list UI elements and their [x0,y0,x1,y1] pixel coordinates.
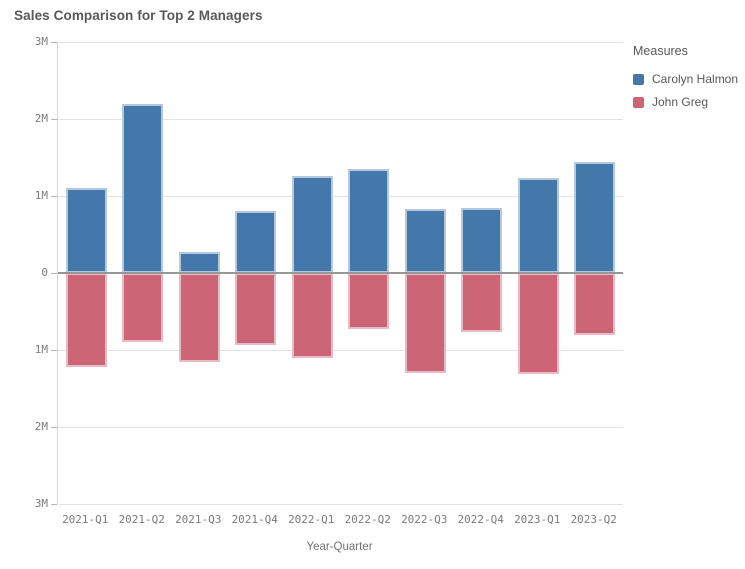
gridline [58,42,623,43]
bar-carolyn-halmon-2021-Q3[interactable] [178,252,220,273]
legend-swatch-icon [633,96,644,108]
gridline [58,427,623,428]
bar-carolyn-halmon-2022-Q4[interactable] [461,207,503,273]
y-axis-label: 2M [34,420,48,433]
bar-carolyn-halmon-2022-Q2[interactable] [348,169,390,273]
legend-swatch-icon [633,73,644,85]
legend-item-john-greg[interactable]: John Greg [633,95,743,109]
y-axis-label: 0 [41,266,48,279]
bar-john-greg-2021-Q3[interactable] [178,273,220,363]
x-axis-label[interactable]: 2021-Q4 [231,513,278,526]
x-axis-label[interactable]: 2021-Q1 [62,513,109,526]
legend-items: Carolyn Halmon John Greg [633,72,743,109]
x-axis-label[interactable]: 2022-Q3 [401,513,448,526]
bar-john-greg-2021-Q2[interactable] [122,273,164,343]
bar-carolyn-halmon-2023-Q1[interactable] [517,178,559,273]
bar-carolyn-halmon-2022-Q1[interactable] [291,175,333,273]
y-axis-label: 1M [34,343,48,356]
legend-item-label: John Greg [652,95,709,109]
chart-title: Sales Comparison for Top 2 Managers [14,8,263,23]
y-axis-tick [51,119,57,120]
bar-john-greg-2021-Q4[interactable] [235,273,277,345]
gridline [58,504,623,505]
bar-carolyn-halmon-2021-Q1[interactable] [65,188,107,273]
plot-area: 3M 2M 1M 0 1M 2M 3M [35,35,623,510]
legend-title: Measures [633,44,688,58]
x-axis-label[interactable]: 2021-Q2 [118,513,165,526]
y-axis-label: 3M [34,35,48,48]
bar-carolyn-halmon-2021-Q2[interactable] [122,103,164,273]
gridline [58,350,623,351]
x-axis-label[interactable]: 2021-Q3 [175,513,222,526]
bar-carolyn-halmon-2022-Q3[interactable] [404,209,446,273]
x-axis-label[interactable]: 2023-Q2 [570,513,617,526]
legend-item-carolyn-halmon[interactable]: Carolyn Halmon [633,72,743,86]
bar-john-greg-2023-Q2[interactable] [574,273,616,335]
zero-axis-line [58,272,623,274]
y-axis-tick [51,427,57,428]
bar-john-greg-2022-Q1[interactable] [291,273,333,358]
gridline [58,196,623,197]
legend-item-label: Carolyn Halmon [652,72,739,86]
x-axis-label[interactable]: 2023-Q1 [514,513,561,526]
y-axis-tick [51,350,57,351]
bar-carolyn-halmon-2021-Q4[interactable] [235,211,277,273]
legend: Measures Carolyn Halmon John Greg [633,44,743,118]
y-axis-label: 2M [34,112,48,125]
y-axis-tick [51,273,57,274]
gridline [58,119,623,120]
x-axis-label[interactable]: 2022-Q4 [457,513,504,526]
x-axis-label[interactable]: 2022-Q1 [288,513,335,526]
y-axis-tick [51,504,57,505]
bar-carolyn-halmon-2023-Q2[interactable] [574,162,616,273]
bar-john-greg-2022-Q4[interactable] [461,273,503,333]
bar-john-greg-2022-Q3[interactable] [404,273,446,374]
y-axis-label: 1M [34,189,48,202]
bar-john-greg-2022-Q2[interactable] [348,273,390,330]
y-axis-tick [51,196,57,197]
y-axis-label: 3M [34,497,48,510]
bar-john-greg-2023-Q1[interactable] [517,273,559,374]
y-axis-tick [51,42,57,43]
bar-john-greg-2021-Q1[interactable] [65,273,107,367]
x-axis-label[interactable]: 2022-Q2 [344,513,391,526]
x-axis-title: Year-Quarter [306,541,373,553]
